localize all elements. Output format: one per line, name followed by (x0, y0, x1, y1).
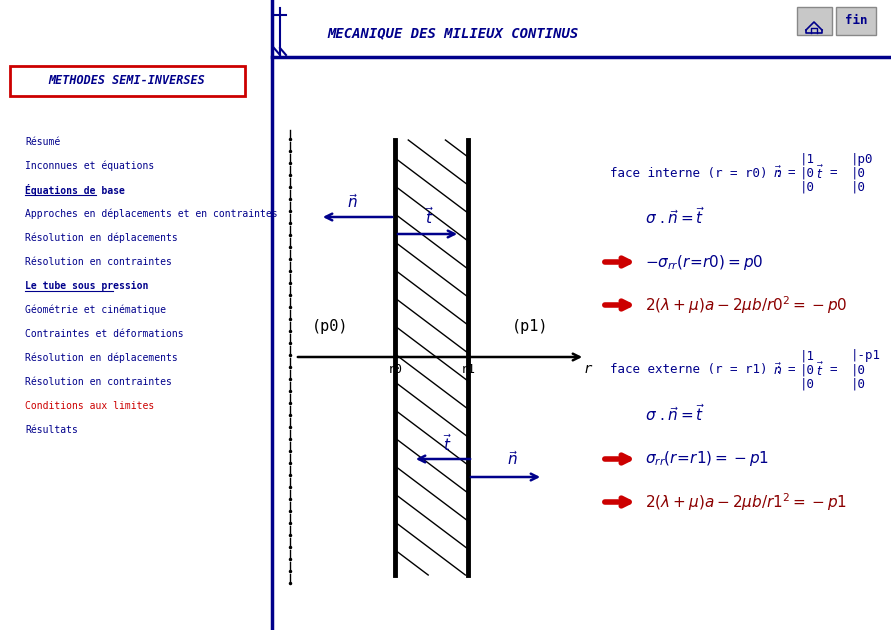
Text: |0: |0 (851, 377, 866, 391)
Text: |0: |0 (800, 166, 815, 180)
Text: Inconnues et équations: Inconnues et équations (25, 161, 154, 171)
Text: |0: |0 (851, 181, 866, 193)
Text: Résolution en contraintes: Résolution en contraintes (25, 377, 172, 387)
Text: |-p1: |-p1 (851, 350, 881, 362)
Text: $\vec{n}$: $\vec{n}$ (347, 193, 358, 211)
Text: Approches en déplacements et en contraintes: Approches en déplacements et en contrain… (25, 209, 278, 219)
Text: (p1): (p1) (511, 319, 548, 335)
Text: $\vec{n}$: $\vec{n}$ (773, 165, 782, 181)
Text: |0: |0 (851, 364, 866, 377)
Text: |1: |1 (800, 152, 815, 166)
Text: =: = (788, 364, 796, 377)
Text: Résumé: Résumé (25, 137, 61, 147)
Text: r: r (584, 362, 593, 376)
Text: =: = (788, 166, 796, 180)
Text: r0: r0 (388, 363, 403, 376)
Text: $\vec{t}$: $\vec{t}$ (444, 433, 453, 454)
Text: $\vec{n}$: $\vec{n}$ (507, 450, 519, 468)
Text: MECANIQUE DES MILIEUX CONTINUS: MECANIQUE DES MILIEUX CONTINUS (327, 26, 578, 40)
Text: face externe (r = r1) :: face externe (r = r1) : (610, 364, 797, 377)
Text: |0: |0 (800, 364, 815, 377)
Text: |0: |0 (800, 377, 815, 391)
Text: $2(\lambda+\mu)a-2\mu b/r0^2 = -p0$: $2(\lambda+\mu)a-2\mu b/r0^2 = -p0$ (645, 294, 847, 316)
Text: $\vec{t}$: $\vec{t}$ (816, 362, 824, 379)
Text: $\vec{n}$: $\vec{n}$ (773, 362, 782, 377)
Text: $\sigma_{rr}(r\!=\!r1) = -p1$: $\sigma_{rr}(r\!=\!r1) = -p1$ (645, 449, 769, 469)
Text: face interne (r = r0) :: face interne (r = r0) : (610, 166, 797, 180)
Text: $\sigma\ .\vec{n} = \vec{t}$: $\sigma\ .\vec{n} = \vec{t}$ (645, 404, 705, 425)
Text: $\vec{t}$: $\vec{t}$ (816, 164, 824, 181)
Bar (797, 7, 832, 35)
Text: Équations de base: Équations de base (25, 184, 125, 196)
Text: METHODES SEMI-INVERSES: METHODES SEMI-INVERSES (49, 74, 205, 88)
Text: |1: |1 (800, 350, 815, 362)
Text: $\vec{t}$: $\vec{t}$ (425, 207, 435, 227)
Text: Contraintes et déformations: Contraintes et déformations (25, 329, 184, 339)
Text: r1: r1 (461, 363, 476, 376)
Text: $2(\lambda+\mu)a-2\mu b/r1^2 = -p1$: $2(\lambda+\mu)a-2\mu b/r1^2 = -p1$ (645, 491, 847, 513)
Bar (10, 66, 245, 96)
Text: |0: |0 (851, 166, 866, 180)
Text: Résolution en déplacements: Résolution en déplacements (25, 232, 177, 243)
Text: $\sigma\ .\vec{n} = \vec{t}$: $\sigma\ .\vec{n} = \vec{t}$ (645, 207, 705, 227)
Text: Conditions aux limites: Conditions aux limites (25, 401, 154, 411)
Text: Géométrie et cinématique: Géométrie et cinématique (25, 305, 166, 315)
Text: $-\sigma_{rr}(r\!=\!r0) = p0$: $-\sigma_{rr}(r\!=\!r0) = p0$ (645, 253, 764, 272)
Text: Résolution en contraintes: Résolution en contraintes (25, 257, 172, 267)
Bar (836, 7, 876, 35)
Text: Résultats: Résultats (25, 425, 78, 435)
Text: Le tube sous pression: Le tube sous pression (25, 281, 149, 291)
Text: fin: fin (845, 14, 867, 28)
Text: =: = (829, 166, 837, 180)
Text: =: = (829, 364, 837, 377)
Text: (p0): (p0) (312, 319, 348, 335)
Text: |p0: |p0 (851, 152, 873, 166)
Text: |0: |0 (800, 181, 815, 193)
Text: Résolution en déplacements: Résolution en déplacements (25, 353, 177, 364)
